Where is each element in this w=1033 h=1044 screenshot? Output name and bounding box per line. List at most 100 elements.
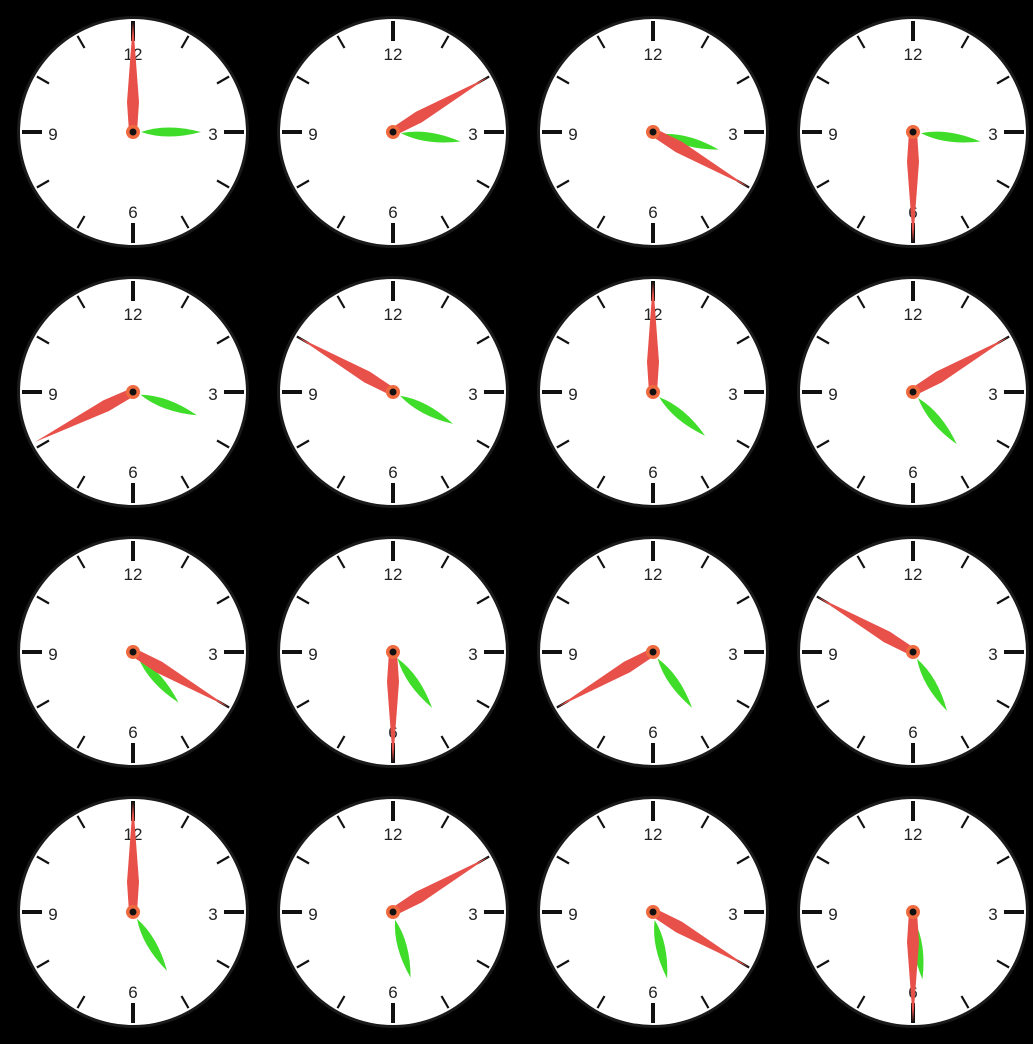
numeral-9: 9: [828, 125, 837, 144]
minor-tick: [816, 439, 830, 449]
numeral-6: 6: [908, 463, 917, 482]
minor-tick: [36, 595, 50, 605]
minor-tick: [700, 475, 710, 489]
minor-tick: [736, 75, 750, 85]
numeral-3: 3: [988, 125, 997, 144]
numeral-3: 3: [728, 905, 737, 924]
numeral-12: 12: [384, 825, 403, 844]
minor-tick: [960, 735, 970, 749]
minor-tick: [36, 335, 50, 345]
hub-inner: [909, 388, 917, 396]
numeral-12: 12: [384, 305, 403, 324]
numeral-9: 9: [568, 645, 577, 664]
hub-inner: [909, 908, 917, 916]
minute-hand: [127, 22, 139, 132]
hour-hand: [140, 394, 197, 416]
numeral-6: 6: [908, 723, 917, 742]
minor-tick: [216, 439, 230, 449]
hour-hand: [394, 919, 411, 978]
hub-inner: [129, 908, 137, 916]
minor-tick: [296, 855, 310, 865]
minor-tick: [856, 295, 866, 309]
minor-tick: [296, 179, 310, 189]
numeral-6: 6: [648, 203, 657, 222]
numeral-6: 6: [128, 723, 137, 742]
hub-inner: [649, 908, 657, 916]
minor-tick: [36, 959, 50, 969]
numeral-9: 9: [48, 905, 57, 924]
clock-5: 12 3 6 9: [17, 276, 249, 508]
numeral-6: 6: [128, 463, 137, 482]
hub-inner: [389, 648, 397, 656]
minor-tick: [556, 335, 570, 345]
minor-tick: [476, 335, 490, 345]
minor-tick: [296, 959, 310, 969]
minor-tick: [296, 439, 310, 449]
minute-hand: [391, 857, 489, 916]
minor-tick: [596, 815, 606, 829]
hub-inner: [649, 648, 657, 656]
numeral-9: 9: [828, 645, 837, 664]
minute-hand: [817, 597, 915, 656]
minor-tick: [816, 959, 830, 969]
minor-tick: [596, 995, 606, 1009]
minor-tick: [76, 815, 86, 829]
minor-tick: [816, 335, 830, 345]
minor-tick: [700, 735, 710, 749]
minor-tick: [440, 475, 450, 489]
minor-tick: [76, 735, 86, 749]
hour-hand: [654, 919, 668, 979]
minor-tick: [856, 475, 866, 489]
numeral-6: 6: [388, 463, 397, 482]
minor-tick: [180, 735, 190, 749]
minor-tick: [476, 439, 490, 449]
hub-inner: [129, 648, 137, 656]
minor-tick: [856, 555, 866, 569]
minor-tick: [36, 75, 50, 85]
minor-tick: [996, 959, 1010, 969]
numeral-3: 3: [208, 645, 217, 664]
minor-tick: [856, 35, 866, 49]
minor-tick: [736, 595, 750, 605]
minor-tick: [556, 595, 570, 605]
hub-inner: [909, 128, 917, 136]
numeral-3: 3: [988, 385, 997, 404]
minor-tick: [596, 295, 606, 309]
hub-inner: [909, 648, 917, 656]
numeral-3: 3: [208, 125, 217, 144]
minor-tick: [216, 959, 230, 969]
minor-tick: [736, 855, 750, 865]
minute-hand: [907, 912, 919, 1022]
minor-tick: [440, 735, 450, 749]
minor-tick: [76, 475, 86, 489]
numeral-3: 3: [728, 385, 737, 404]
hub-inner: [129, 128, 137, 136]
minor-tick: [336, 295, 346, 309]
minute-hand: [647, 282, 659, 392]
minor-tick: [440, 295, 450, 309]
minor-tick: [960, 995, 970, 1009]
minor-tick: [336, 555, 346, 569]
minor-tick: [440, 35, 450, 49]
numeral-9: 9: [308, 645, 317, 664]
minor-tick: [856, 735, 866, 749]
minor-tick: [216, 335, 230, 345]
minor-tick: [180, 35, 190, 49]
numeral-12: 12: [124, 565, 143, 584]
minor-tick: [180, 475, 190, 489]
minor-tick: [816, 75, 830, 85]
numeral-9: 9: [308, 125, 317, 144]
clock-3: 12 3 6 9: [537, 16, 769, 248]
minor-tick: [36, 855, 50, 865]
minor-tick: [76, 555, 86, 569]
hub-inner: [649, 388, 657, 396]
minor-tick: [736, 699, 750, 709]
numeral-9: 9: [308, 385, 317, 404]
minor-tick: [556, 179, 570, 189]
minor-tick: [76, 35, 86, 49]
hub-inner: [389, 128, 397, 136]
